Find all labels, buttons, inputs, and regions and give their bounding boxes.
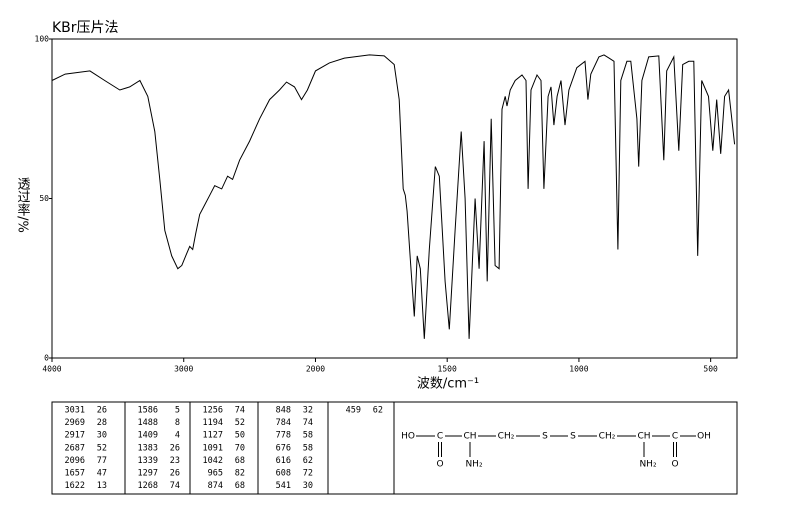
atom-label: CH	[463, 432, 476, 442]
peak-transmittance: 26	[97, 406, 107, 416]
y-axis-label: 透过率/%	[15, 177, 31, 233]
peak-transmittance: 70	[235, 443, 245, 453]
peak-wavenumber: 778	[276, 431, 291, 441]
peak-transmittance: 5	[175, 406, 180, 416]
atom-label: C	[437, 432, 443, 442]
peak-transmittance: 52	[235, 418, 245, 428]
peak-wavenumber: 1127	[203, 431, 223, 441]
atom-label: C	[672, 432, 678, 442]
y-tick-label: 0	[44, 354, 49, 363]
peak-wavenumber: 1268	[138, 481, 158, 491]
peak-wavenumber: 3031	[65, 406, 85, 416]
peak-table: 3031 26 2969 28 2917 30 2687 52 2096 77 1657 47 1622…	[65, 406, 383, 492]
peak-wavenumber: 2917	[65, 431, 85, 441]
x-tick-label: 3000	[174, 365, 193, 374]
peak-wavenumber: 2096	[65, 456, 85, 466]
plot-frame	[51, 38, 738, 359]
peak-transmittance: 26	[170, 469, 180, 479]
peak-wavenumber: 1194	[203, 418, 223, 428]
substituent-label: NH₂	[639, 460, 657, 470]
peak-transmittance: 13	[97, 481, 107, 491]
peak-transmittance: 62	[303, 456, 313, 466]
peak-wavenumber: 2687	[65, 443, 85, 453]
peak-transmittance: 32	[303, 406, 313, 416]
peak-transmittance: 58	[303, 443, 313, 453]
y-tick-label: 50	[39, 194, 49, 203]
peak-transmittance: 8	[175, 418, 180, 428]
peak-wavenumber: 1657	[65, 469, 85, 479]
peak-transmittance: 74	[303, 418, 313, 428]
atom-label: CH₂	[498, 432, 515, 442]
peak-wavenumber: 1383	[138, 443, 158, 453]
atom-label: CH	[637, 432, 650, 442]
substituent-label: O	[436, 460, 443, 470]
chart-title: KBr压片法	[52, 20, 119, 36]
x-tick-label: 1000	[569, 365, 588, 374]
peak-wavenumber: 2969	[65, 418, 85, 428]
plot: 0 50 100 4000 3000 2000 1500 1000 500	[35, 35, 736, 374]
peak-transmittance: 26	[170, 443, 180, 453]
x-axis-label: 波数/cm⁻¹	[417, 377, 479, 392]
peak-wavenumber: 965	[208, 469, 223, 479]
peak-transmittance: 62	[373, 406, 383, 416]
peak-transmittance: 68	[235, 456, 245, 466]
peak-wavenumber: 1622	[65, 481, 85, 491]
x-tick-label: 1500	[438, 365, 457, 374]
peak-wavenumber: 1339	[138, 456, 158, 466]
peak-transmittance: 30	[303, 481, 313, 491]
peak-transmittance: 23	[170, 456, 180, 466]
peak-wavenumber: 1042	[203, 456, 223, 466]
peak-transmittance: 58	[303, 431, 313, 441]
peak-transmittance: 77	[97, 456, 107, 466]
peak-transmittance: 30	[97, 431, 107, 441]
peak-wavenumber: 676	[276, 443, 291, 453]
peak-wavenumber: 784	[276, 418, 291, 428]
structure: HO C CH CH₂ S S CH₂ CH C OH O NH₂ NH₂ O	[401, 432, 711, 470]
peak-wavenumber: 541	[276, 481, 291, 491]
peak-transmittance: 52	[97, 443, 107, 453]
peak-wavenumber: 608	[276, 469, 291, 479]
peak-transmittance: 28	[97, 418, 107, 428]
x-tick-label: 2000	[306, 365, 325, 374]
peak-transmittance: 50	[235, 431, 245, 441]
substituent-label: NH₂	[465, 460, 483, 470]
peak-wavenumber: 1256	[203, 406, 223, 416]
atom-label: HO	[401, 432, 415, 442]
peak-transmittance: 74	[235, 406, 245, 416]
peak-wavenumber: 1409	[138, 431, 158, 441]
peak-transmittance: 4	[175, 431, 180, 441]
y-tick-label: 100	[35, 35, 50, 44]
peak-wavenumber: 459	[346, 406, 361, 416]
atom-label: S	[542, 432, 548, 442]
atom-label: S	[570, 432, 576, 442]
peak-wavenumber: 1586	[138, 406, 158, 416]
peak-transmittance: 68	[235, 481, 245, 491]
atom-label: CH₂	[599, 432, 616, 442]
atom-label: OH	[697, 432, 711, 442]
substituent-label: O	[671, 460, 678, 470]
x-tick-label: 500	[703, 365, 718, 374]
peak-wavenumber: 1488	[138, 418, 158, 428]
x-tick-label: 4000	[42, 365, 61, 374]
peak-wavenumber: 874	[208, 481, 223, 491]
peak-wavenumber: 1091	[203, 443, 223, 453]
peak-transmittance: 72	[303, 469, 313, 479]
peak-transmittance: 74	[170, 481, 180, 491]
peak-wavenumber: 1297	[138, 469, 158, 479]
peak-wavenumber: 616	[276, 456, 291, 466]
peak-transmittance: 82	[235, 469, 245, 479]
peak-wavenumber: 848	[276, 406, 291, 416]
peak-transmittance: 47	[97, 469, 107, 479]
spectrum-line	[51, 54, 736, 339]
